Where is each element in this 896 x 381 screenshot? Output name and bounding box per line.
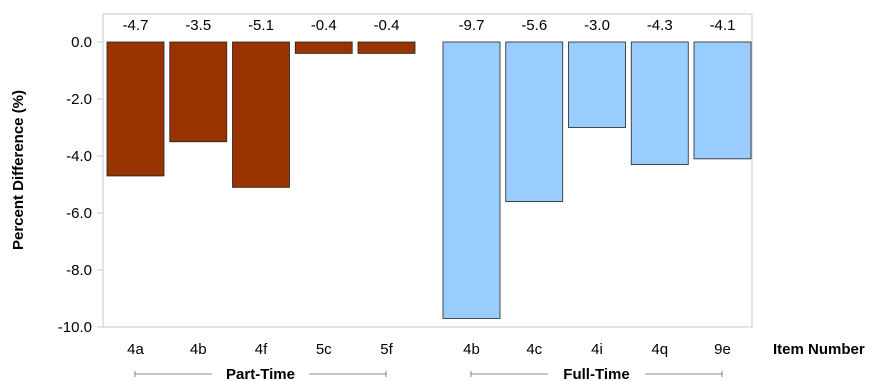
value-label: -5.6 (521, 17, 547, 34)
bar-fulltime-9e (693, 41, 752, 160)
value-label: -9.7 (459, 17, 485, 34)
category-label: 4f (255, 341, 268, 358)
category-label: 4b (190, 341, 207, 358)
y-tick-label: -10.0 (58, 319, 92, 336)
bar-parttime-4f (232, 41, 290, 188)
y-tick-label: -8.0 (66, 262, 92, 279)
value-label: -5.1 (248, 17, 274, 34)
bar-fulltime-4i (568, 41, 626, 128)
value-label: -3.0 (584, 17, 610, 34)
bar-fulltime-4q (630, 41, 689, 165)
bar-parttime-5c (294, 41, 353, 54)
bar-parttime-5f (357, 41, 416, 54)
bar-fulltime-4c (505, 41, 564, 203)
bar-fulltime-4b (442, 41, 501, 319)
category-label: 4i (591, 341, 603, 358)
category-label: 9e (714, 341, 731, 358)
category-label: 4q (651, 341, 668, 358)
category-label: 5f (380, 341, 393, 358)
value-label: -0.4 (311, 17, 337, 34)
value-label: -4.1 (710, 17, 736, 34)
group-label: Part-Time (226, 366, 295, 381)
value-label: -4.7 (123, 17, 149, 34)
category-label: 4b (463, 341, 480, 358)
category-label: 4c (526, 341, 542, 358)
y-tick-label: -4.0 (66, 148, 92, 165)
plot-frame (102, 13, 753, 328)
bar-parttime-4b (169, 41, 228, 143)
group-label: Full-Time (563, 366, 629, 381)
category-label: 4a (127, 341, 144, 358)
value-label: -0.4 (374, 17, 400, 34)
category-label: 5c (316, 341, 332, 358)
x-axis-title: Item Number (773, 341, 865, 358)
y-tick-label: -6.0 (66, 205, 92, 222)
value-label: -3.5 (185, 17, 211, 34)
y-axis-title: Percent Difference (%) (10, 90, 27, 250)
y-tick-label: -2.0 (66, 91, 92, 108)
y-tick-label: 0.0 (71, 34, 92, 51)
value-label: -4.3 (647, 17, 673, 34)
bar-parttime-4a (106, 41, 165, 177)
